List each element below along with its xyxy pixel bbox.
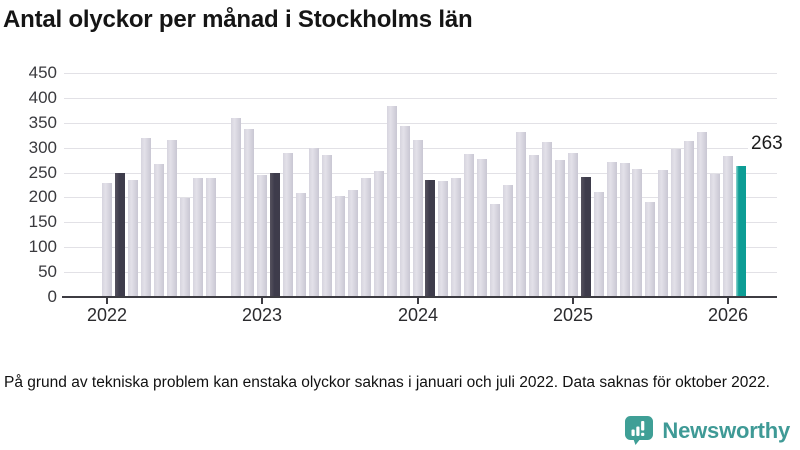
y-gridline-400 [64, 98, 777, 99]
x-axis-label-2025: 2025 [552, 305, 594, 325]
bar-2025-02 [581, 177, 591, 297]
bar-2024-05 [464, 154, 474, 297]
bar-2022-05 [154, 164, 164, 297]
bar-2022-09 [206, 178, 216, 297]
x-axis-label-2022: 2022 [86, 305, 128, 325]
x-tick-2025 [572, 298, 574, 304]
bar-2025-11 [697, 132, 707, 297]
bar-2025-03 [594, 192, 604, 297]
bar-2025-01 [568, 153, 578, 297]
y-axis-label-0: 0 [47, 287, 57, 306]
y-axis-label-250: 250 [28, 163, 57, 182]
bar-2024-08 [503, 185, 513, 297]
bar-2025-05 [620, 163, 630, 297]
bar-2023-08 [348, 190, 358, 297]
bar-2024-04 [451, 178, 461, 297]
y-axis-label-50: 50 [38, 262, 57, 281]
bar-2023-06 [322, 155, 332, 297]
bar-2025-04 [607, 162, 617, 297]
bar-2024-01 [413, 140, 423, 297]
bar-2023-12 [400, 126, 410, 297]
bar-2025-10 [684, 141, 694, 297]
bar-2022-12 [244, 129, 254, 297]
bar-2024-12 [555, 160, 565, 297]
bar-2023-01 [257, 175, 267, 297]
y-axis-label-450: 450 [28, 63, 57, 82]
x-axis-label-2024: 2024 [397, 305, 439, 325]
y-axis-label-300: 300 [28, 138, 57, 157]
bar-2024-10 [529, 155, 539, 297]
bar-2022-08 [193, 178, 203, 297]
bar-2024-06 [477, 159, 487, 297]
bar-2024-09 [516, 132, 526, 297]
x-tick-2022 [106, 298, 108, 304]
bar-2023-04 [296, 193, 306, 297]
y-axis-label-200: 200 [28, 187, 57, 206]
bar-2025-08 [658, 170, 668, 297]
bar-2022-11 [231, 118, 241, 297]
bar-2024-03 [438, 181, 448, 297]
bar-2024-02 [425, 180, 435, 297]
x-tick-2023 [261, 298, 263, 304]
bar-2022-06 [167, 140, 177, 297]
bar-chart-speech-bubble-icon [625, 416, 654, 445]
y-axis-label-100: 100 [28, 237, 57, 256]
bar-2022-03 [128, 180, 138, 297]
x-tick-2026 [727, 298, 729, 304]
bar-2023-11 [387, 106, 397, 297]
bar-2025-09 [671, 149, 681, 297]
bar-2022-01 [102, 183, 112, 297]
x-tick-2024 [417, 298, 419, 304]
x-axis-label-2023: 2023 [241, 305, 283, 325]
bar-2023-07 [335, 196, 345, 297]
bar-2023-10 [374, 171, 384, 297]
y-axis-label-150: 150 [28, 212, 57, 231]
bar-2024-07 [490, 204, 500, 297]
newsworthy-logo: Newsworthy [625, 416, 790, 445]
bar-2024-11 [542, 142, 552, 297]
y-gridline-350 [64, 123, 777, 124]
y-gridline-450 [64, 73, 777, 74]
bar-2025-12 [710, 174, 720, 297]
bar-2022-07 [180, 198, 190, 297]
bar-2025-07 [645, 202, 655, 297]
y-axis-label-350: 350 [28, 113, 57, 132]
bar-2023-03 [283, 153, 293, 297]
bar-2022-02 [115, 173, 125, 297]
chart-footnote: På grund av tekniska problem kan enstaka… [4, 374, 770, 391]
x-axis-line [62, 296, 777, 298]
x-axis-label-2026: 2026 [707, 305, 749, 325]
bar-2023-02 [270, 173, 280, 297]
bar-2022-04 [141, 138, 151, 297]
bar-2026-01 [723, 156, 733, 297]
y-axis-label-400: 400 [28, 88, 57, 107]
latest-value-label: 263 [748, 133, 786, 155]
bar-2023-05 [309, 148, 319, 297]
brand-name: Newsworthy [662, 417, 790, 443]
bar-2025-06 [632, 169, 642, 297]
chart-title: Antal olyckor per månad i Stockholms län [3, 6, 473, 33]
bar-2026-02 [736, 166, 746, 297]
bar-2023-09 [361, 178, 371, 297]
